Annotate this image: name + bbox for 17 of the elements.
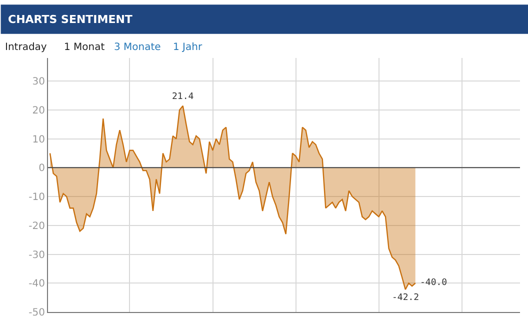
text: 1 Monat [64,42,105,53]
chart-title: CHARTS SENTIMENT [8,13,133,26]
annotation: -42.2 [392,293,420,303]
text: Intraday [5,42,47,53]
y-tick-label: -20 [28,220,45,232]
y-tick-label: -10 [28,192,45,204]
y-tick-label: 10 [32,134,45,146]
y-tick-label: -30 [28,250,45,261]
annotation: 21.4 [172,92,194,102]
text: 3 Monate [114,42,161,53]
annotation: -40.0 [420,278,448,288]
text: 1 Jahr [173,42,203,53]
y-tick-label: 20 [32,105,45,116]
y-tick-label: -50 [28,308,45,318]
y-tick-label: -40 [28,278,45,290]
y-tick-label: 30 [32,76,45,88]
y-tick-label: 0 [38,163,45,174]
